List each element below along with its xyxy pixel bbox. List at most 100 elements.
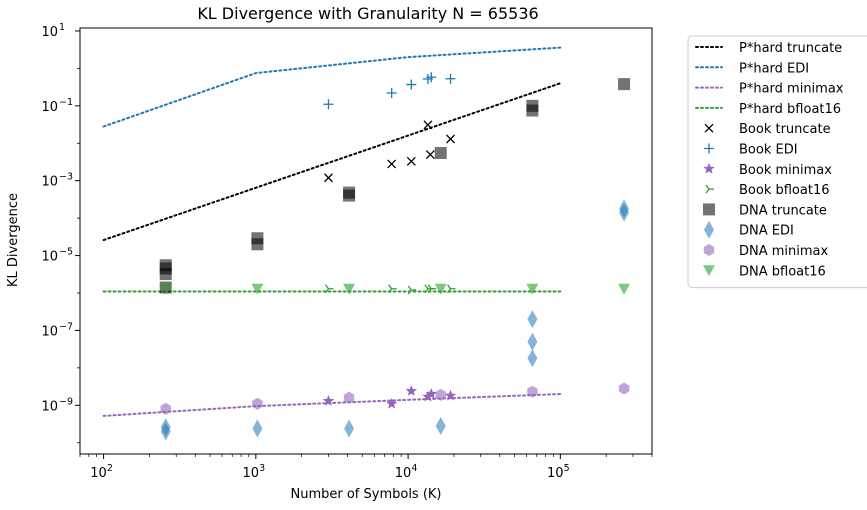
series-p-hard-edi	[102, 46, 562, 128]
data-point-book-bfloat16	[407, 285, 417, 295]
series-book-bfloat16	[324, 284, 456, 295]
data-point-book-minimax	[444, 389, 457, 401]
x-axis-ticks: 102 103 104 105	[79, 454, 653, 481]
series-line-p-hard-edi	[102, 46, 562, 128]
x-tick-label: 103	[243, 463, 266, 481]
legend-marker-book-minimax	[703, 162, 715, 174]
data-point-book-truncate	[324, 173, 333, 183]
y-tick-label-exp: −7	[59, 321, 73, 332]
series-book-edi	[323, 72, 456, 110]
legend-frame	[687, 35, 867, 289]
legend-marker-book-bfloat16	[705, 184, 714, 194]
legend-marker-dna-edi	[704, 220, 714, 239]
legend-item-book-bfloat16: Book bfloat16	[705, 183, 830, 198]
legend-marker-dna-minimax	[703, 244, 715, 256]
legend-item-dna-truncate: DNA truncate	[703, 203, 827, 218]
data-point-dna-minimax	[435, 388, 446, 401]
x-axis-label: Number of Symbols (K)	[290, 487, 441, 502]
y-tick-label-base: 10	[41, 175, 58, 190]
data-point-book-bfloat16	[324, 284, 334, 294]
y-tick-label-base: 10	[41, 399, 58, 414]
data-point-dna-bfloat16	[159, 283, 172, 295]
data-point-dna-bfloat16	[343, 283, 356, 295]
legend-marker-book-truncate	[704, 123, 714, 133]
legend-item-book-edi: Book EDI	[704, 143, 798, 158]
data-point-book-minimax	[405, 385, 418, 396]
data-point-dna-truncate	[159, 259, 172, 272]
data-point-book-truncate	[423, 120, 433, 130]
data-point-dna-minimax	[527, 385, 538, 398]
chart-title: KL Divergence with Granularity N = 65536	[197, 4, 538, 23]
data-point-book-truncate	[425, 150, 435, 159]
data-point-dna-truncate	[434, 146, 447, 159]
y-tick-label-exp: −1	[59, 97, 73, 108]
series-line-p-hard-truncate	[102, 82, 562, 242]
series-line-p-hard-minimax	[102, 393, 562, 417]
data-point-book-edi	[445, 73, 456, 84]
legend-label: P*hard bfloat16	[739, 102, 841, 117]
y-tick-label-exp: −9	[59, 396, 73, 407]
series-dna-bfloat16	[159, 283, 631, 295]
data-point-dna-edi	[619, 199, 630, 218]
legend-item-dna-minimax: DNA minimax	[703, 244, 829, 259]
data-point-book-truncate	[387, 159, 397, 169]
legend-label: Book truncate	[739, 122, 831, 137]
series-book-truncate	[324, 120, 455, 183]
data-point-dna-edi	[527, 310, 538, 329]
y-tick-label-base: 10	[41, 324, 58, 339]
data-point-dna-bfloat16	[618, 283, 631, 295]
data-point-dna-bfloat16	[434, 283, 447, 295]
legend-label: P*hard minimax	[739, 82, 844, 97]
legend-item-dna-edi: DNA EDI	[704, 220, 794, 239]
data-point-book-edi	[426, 72, 437, 83]
data-point-book-edi	[323, 99, 334, 110]
legend-label: P*hard truncate	[739, 41, 842, 56]
data-point-dna-minimax	[252, 397, 263, 410]
data-point-dna-truncate	[526, 99, 539, 112]
legend-marker-book-edi	[704, 143, 714, 154]
data-point-dna-bfloat16	[251, 283, 264, 295]
legend-item-p-hard-minimax: P*hard minimax	[695, 82, 844, 97]
legend-label: Book minimax	[739, 163, 832, 178]
data-point-book-edi	[386, 88, 397, 99]
series-dna-truncate	[159, 78, 631, 294]
series-layer	[102, 46, 631, 441]
data-point-book-bfloat16	[388, 284, 397, 294]
series-book-minimax	[322, 385, 457, 409]
legend-item-p-hard-truncate: P*hard truncate	[695, 41, 842, 56]
data-point-dna-edi	[435, 416, 446, 435]
data-point-dna-truncate	[343, 186, 356, 199]
legend-item-book-minimax: Book minimax	[703, 162, 832, 178]
data-point-book-minimax	[385, 397, 398, 409]
series-p-hard-truncate	[102, 82, 562, 242]
series-dna-minimax	[160, 382, 630, 415]
data-point-book-minimax	[422, 390, 434, 402]
legend-item-dna-bfloat16: DNA bfloat16	[703, 264, 826, 279]
x-tick-label: 102	[90, 463, 113, 481]
data-point-book-minimax	[425, 388, 437, 399]
legend-item-book-truncate: Book truncate	[704, 122, 831, 137]
data-point-book-edi	[406, 79, 417, 90]
data-point-book-bfloat16	[427, 284, 437, 294]
data-point-book-minimax	[322, 395, 335, 406]
y-tick-label-base: 10	[41, 250, 58, 265]
legend-label: DNA truncate	[739, 203, 827, 218]
data-point-dna-edi	[344, 419, 355, 438]
data-point-dna-bfloat16	[526, 283, 539, 295]
y-tick-label-base: 10	[41, 25, 58, 40]
data-point-book-truncate	[406, 156, 416, 166]
x-tick-label: 105	[547, 463, 570, 481]
data-point-dna-truncate	[618, 78, 631, 91]
legend-label: DNA minimax	[739, 244, 829, 259]
legend-marker-dna-truncate	[703, 203, 715, 216]
data-point-dna-edi	[527, 332, 538, 351]
data-point-book-truncate	[446, 134, 455, 144]
data-point-dna-edi	[160, 418, 171, 437]
y-tick-label-exp: 1	[59, 22, 65, 33]
series-dna-edi	[160, 199, 630, 441]
x-tick-label: 104	[395, 463, 418, 481]
plot-frame	[79, 27, 653, 455]
legend-marker-dna-bfloat16	[703, 265, 715, 277]
series-p-hard-minimax	[102, 393, 562, 417]
